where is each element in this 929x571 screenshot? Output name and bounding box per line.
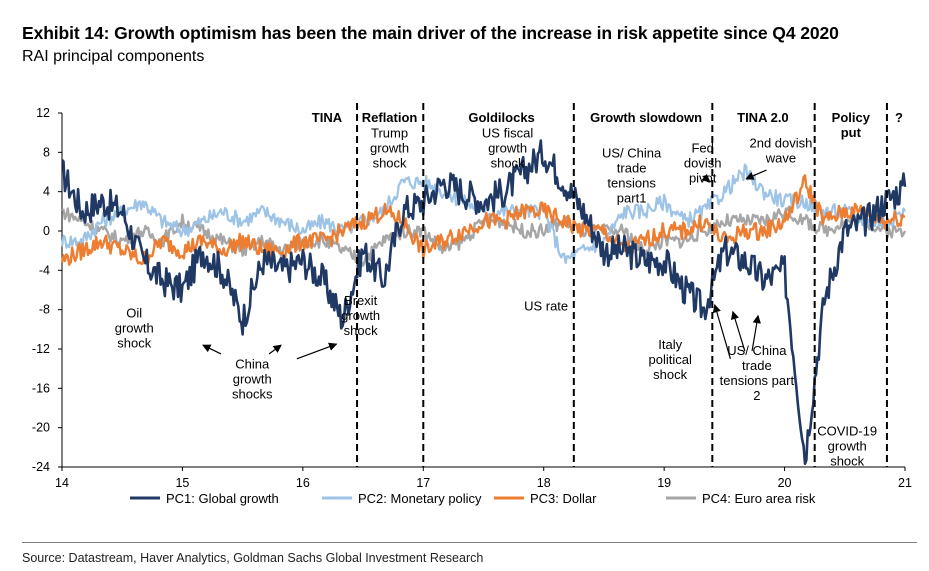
annotation-text: 2: [753, 388, 760, 403]
regime-label: Goldilocks: [468, 110, 534, 125]
y-tick-label: -4: [39, 263, 50, 277]
annotation-text: Fed: [691, 140, 713, 155]
annotation-text: wave: [765, 150, 796, 165]
annotation-text: growth: [488, 141, 527, 156]
x-tick-label: 16: [296, 476, 310, 490]
chart-subtitle: RAI principal components: [22, 48, 205, 65]
annotation-arrow: [751, 314, 761, 352]
legend-label: PC4: Euro area risk: [702, 491, 816, 506]
annotation-arrow: [745, 169, 767, 180]
y-tick-label: -16: [32, 381, 50, 395]
y-tick-label: 0: [43, 224, 50, 238]
regime-label: ?: [895, 110, 903, 125]
annotation-text: shock: [117, 336, 151, 351]
y-tick-label: 4: [43, 185, 50, 199]
regime-label: Growth slowdown: [590, 110, 702, 125]
annotation-text: Oil: [126, 306, 142, 321]
annotation-text: shock: [491, 156, 525, 171]
annotation-text: COVID-19: [817, 424, 877, 439]
annotation-text: part1: [617, 190, 647, 205]
y-tick-label: -20: [32, 421, 50, 435]
legend-label: PC1: Global growth: [166, 491, 279, 506]
chart-title: Exhibit 14: Growth optimism has been the…: [22, 23, 839, 43]
y-tick-label: -8: [39, 303, 50, 317]
x-tick-label: 18: [537, 476, 551, 490]
annotation-arrow: [296, 342, 338, 360]
annotation-text: shock: [344, 323, 378, 338]
x-tick-label: 20: [778, 476, 792, 490]
regime-label: TINA 2.0: [737, 110, 789, 125]
y-tick-label: 8: [43, 145, 50, 159]
annotation-text: tensions: [607, 175, 656, 190]
annotation-text: political: [648, 352, 691, 367]
source-divider: [22, 542, 917, 543]
annotation-text: growth: [115, 321, 154, 336]
annotation-text: growth: [370, 141, 409, 156]
annotation-arrow: [730, 310, 746, 352]
series-line-pc3: [60, 174, 906, 266]
y-tick-label: -24: [32, 460, 50, 474]
annotation-text: tensions part: [720, 373, 795, 388]
annotation-arrow: [712, 303, 731, 360]
annotation-text: US/ China: [602, 145, 662, 160]
annotation-text: Trump: [371, 126, 408, 141]
annotation-text: trade: [742, 358, 772, 373]
series-line-pc1: [61, 139, 907, 466]
annotation-text: trade: [617, 160, 647, 175]
annotation-text: Italy: [658, 337, 682, 352]
annotation-arrow: [701, 173, 711, 183]
annotation-text: growth: [341, 308, 380, 323]
annotation-text: US fiscal: [482, 126, 533, 141]
annotation-text: US/ China: [727, 343, 787, 358]
annotation-arrow: [268, 344, 282, 355]
annotation-text: US rate: [524, 299, 568, 314]
regime-label: put: [841, 125, 862, 140]
annotation-text: growth: [828, 439, 867, 454]
annotation-text: China: [235, 357, 270, 372]
y-tick-label: -12: [32, 342, 50, 356]
annotation-text: shock: [830, 454, 864, 469]
y-tick-label: 12: [36, 106, 50, 120]
annotation-text: 2nd dovish: [750, 135, 813, 150]
annotation-text: Brexit: [344, 293, 378, 308]
annotation-text: pivot: [689, 170, 717, 185]
annotation-text: shocks: [232, 387, 273, 402]
x-tick-label: 21: [898, 476, 912, 490]
regime-label: Reflation: [362, 110, 418, 125]
annotation-text: shock: [653, 367, 687, 382]
annotation-arrow: [202, 344, 222, 355]
regime-label: Policy: [832, 110, 871, 125]
x-tick-label: 19: [657, 476, 671, 490]
annotation-text: growth: [233, 372, 272, 387]
x-tick-label: 15: [175, 476, 189, 490]
regime-label: TINA: [312, 110, 343, 125]
source-note: Source: Datastream, Haver Analytics, Gol…: [22, 551, 484, 565]
x-tick-label: 14: [55, 476, 69, 490]
legend-label: PC2: Monetary policy: [358, 491, 482, 506]
legend-label: PC3: Dollar: [530, 491, 597, 506]
annotation-text: dovish: [684, 155, 722, 170]
x-tick-label: 17: [416, 476, 430, 490]
annotation-text: shock: [373, 156, 407, 171]
